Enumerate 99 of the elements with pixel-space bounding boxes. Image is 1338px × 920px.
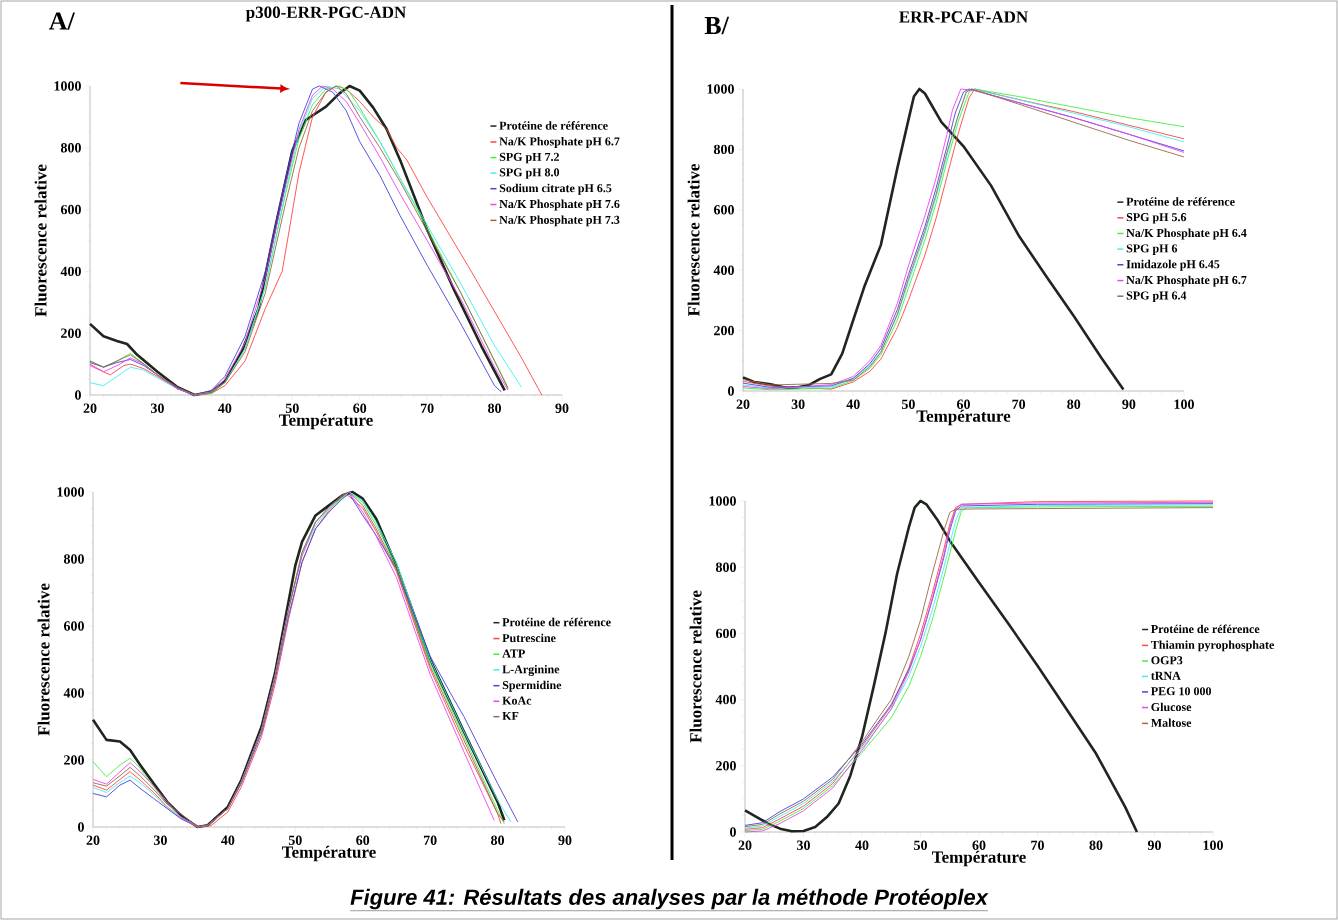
y-axis-title: Fluorescence relative bbox=[34, 164, 47, 317]
x-tick-label: 30 bbox=[153, 835, 167, 845]
x-tick-label: 90 bbox=[555, 403, 569, 413]
y-tick-label: 200 bbox=[716, 761, 736, 771]
x-tick-label: 60 bbox=[356, 835, 370, 845]
text: A/ bbox=[48, 12, 75, 30]
legend-label: Na/K Phosphate pH 7.3 bbox=[499, 215, 620, 227]
y-tick-label: 1000 bbox=[57, 487, 84, 497]
legend-label: L-Arginine bbox=[502, 664, 560, 676]
legend-label: KoAc bbox=[502, 696, 532, 705]
y-tick-label: 600 bbox=[60, 204, 81, 215]
legend-label: Protéine de référence bbox=[499, 121, 608, 130]
x-tick-label: 70 bbox=[423, 835, 437, 845]
legend-label: Na/K Phosphate pH 7.6 bbox=[499, 199, 620, 211]
legend-label: SPG pH 5.6 bbox=[1126, 213, 1187, 224]
y-tick-label: 0 bbox=[75, 390, 81, 400]
legend-label: OGP3 bbox=[1151, 656, 1183, 665]
legend-label: Na/K Phosphate pH 6.4 bbox=[1126, 228, 1247, 240]
legend-label: Spermidine bbox=[502, 680, 562, 692]
x-tick-label: 30 bbox=[791, 399, 805, 409]
chart-title: p300-ERR-PGC-ADN bbox=[245, 6, 407, 22]
y-tick-label: 400 bbox=[715, 694, 736, 705]
legend-label: ATP bbox=[502, 649, 525, 658]
legend-label: SPG pH 8.0 bbox=[499, 168, 560, 179]
legend-label: Na/K Phosphate pH 6.7 bbox=[1126, 275, 1247, 287]
y-tick-label: 0 bbox=[728, 386, 734, 396]
y-axis-title: Fluorescence relative bbox=[687, 164, 700, 317]
caption: Figure 41: Résultats des analyses par la méthode Protéoplex bbox=[350, 888, 989, 910]
y-tick-label: 800 bbox=[60, 143, 81, 153]
x-tick-label: 20 bbox=[86, 835, 100, 845]
x-tick-label: 60 bbox=[353, 403, 367, 413]
legend-label: Imidazole pH 6.45 bbox=[1126, 259, 1220, 271]
legend-label: Glucose bbox=[1151, 702, 1192, 712]
y-tick-label: 200 bbox=[61, 328, 81, 338]
y-tick-label: 0 bbox=[730, 827, 736, 837]
x-tick-label: 40 bbox=[221, 835, 235, 845]
y-tick-label: 1000 bbox=[54, 81, 81, 91]
x-tick-label: 80 bbox=[488, 403, 502, 413]
x-tick-label: 70 bbox=[420, 403, 434, 413]
y-tick-label: 1000 bbox=[709, 496, 736, 506]
x-tick-label: 90 bbox=[1122, 399, 1136, 409]
x-tick-label: 80 bbox=[491, 835, 505, 845]
x-tick-label: 20 bbox=[738, 840, 752, 850]
legend-label: Thiamin pyrophosphate bbox=[1151, 640, 1274, 652]
x-tick-label: 90 bbox=[558, 835, 572, 845]
x-axis-title: Température bbox=[916, 409, 1011, 426]
y-axis-title: Fluorescence relative bbox=[689, 590, 702, 743]
legend-label: SPG pH 6.4 bbox=[1126, 291, 1187, 302]
legend-label: Na/K Phosphate pH 6.7 bbox=[499, 137, 620, 148]
x-tick-label: 80 bbox=[1089, 840, 1103, 850]
x-tick-label: 20 bbox=[83, 403, 97, 413]
x-tick-label: 30 bbox=[150, 403, 164, 413]
x-tick-label: 80 bbox=[1067, 399, 1081, 409]
x-tick-label: 40 bbox=[855, 840, 869, 850]
y-tick-label: 200 bbox=[64, 755, 84, 765]
x-tick-label: 60 bbox=[972, 840, 986, 850]
legend-label: SPG pH 7.2 bbox=[499, 152, 560, 164]
y-tick-label: 600 bbox=[715, 628, 736, 639]
y-tick-label: 400 bbox=[713, 265, 734, 275]
x-tick-label: 40 bbox=[846, 399, 860, 409]
x-tick-label: 20 bbox=[736, 399, 750, 409]
legend-label: KF bbox=[502, 711, 519, 720]
y-tick-label: 800 bbox=[63, 554, 84, 564]
chart-title: ERR-PCAF-ADN bbox=[899, 11, 1028, 23]
y-tick-label: 600 bbox=[713, 205, 734, 215]
x-tick-label: 90 bbox=[1147, 840, 1161, 850]
y-tick-label: 600 bbox=[63, 621, 84, 631]
y-axis-title: Fluorescence relative bbox=[37, 583, 50, 736]
x-tick-label: 70 bbox=[1012, 399, 1026, 409]
y-tick-label: 800 bbox=[715, 562, 736, 572]
legend-label: SPG pH 6 bbox=[1126, 244, 1178, 255]
x-axis-title: Température bbox=[932, 850, 1026, 867]
legend-label: Protéine de référence bbox=[1151, 624, 1260, 634]
y-tick-label: 0 bbox=[78, 822, 84, 832]
x-axis-title: Température bbox=[279, 413, 373, 430]
legend-label: Sodium citrate pH 6.5 bbox=[499, 183, 612, 195]
x-tick-label: 30 bbox=[797, 840, 810, 850]
legend-label: Protéine de référence bbox=[1126, 197, 1235, 206]
x-tick-label: 50 bbox=[285, 403, 299, 413]
legend-label: Putrescine bbox=[502, 633, 556, 643]
y-tick-label: 200 bbox=[714, 325, 734, 336]
x-tick-label: 60 bbox=[956, 399, 970, 409]
y-tick-label: 400 bbox=[63, 688, 84, 698]
legend-label: tRNA bbox=[1151, 671, 1181, 680]
x-tick-label: 40 bbox=[218, 403, 232, 413]
x-tick-label: 100 bbox=[1203, 840, 1223, 850]
x-tick-label: 50 bbox=[901, 399, 915, 409]
x-tick-label: 50 bbox=[288, 835, 302, 845]
x-tick-label: 100 bbox=[1174, 399, 1194, 409]
x-tick-label: 70 bbox=[1031, 840, 1044, 850]
x-axis-title: Température bbox=[282, 845, 376, 862]
legend-label: PEG 10 000 bbox=[1151, 687, 1212, 696]
y-tick-label: 400 bbox=[60, 266, 81, 277]
x-tick-label: 50 bbox=[914, 840, 927, 850]
text: B/ bbox=[704, 16, 730, 35]
y-tick-label: 1000 bbox=[707, 84, 734, 94]
legend-label: Maltose bbox=[1151, 718, 1192, 727]
y-tick-label: 800 bbox=[713, 144, 734, 155]
legend-label: Protéine de référence bbox=[502, 617, 611, 627]
